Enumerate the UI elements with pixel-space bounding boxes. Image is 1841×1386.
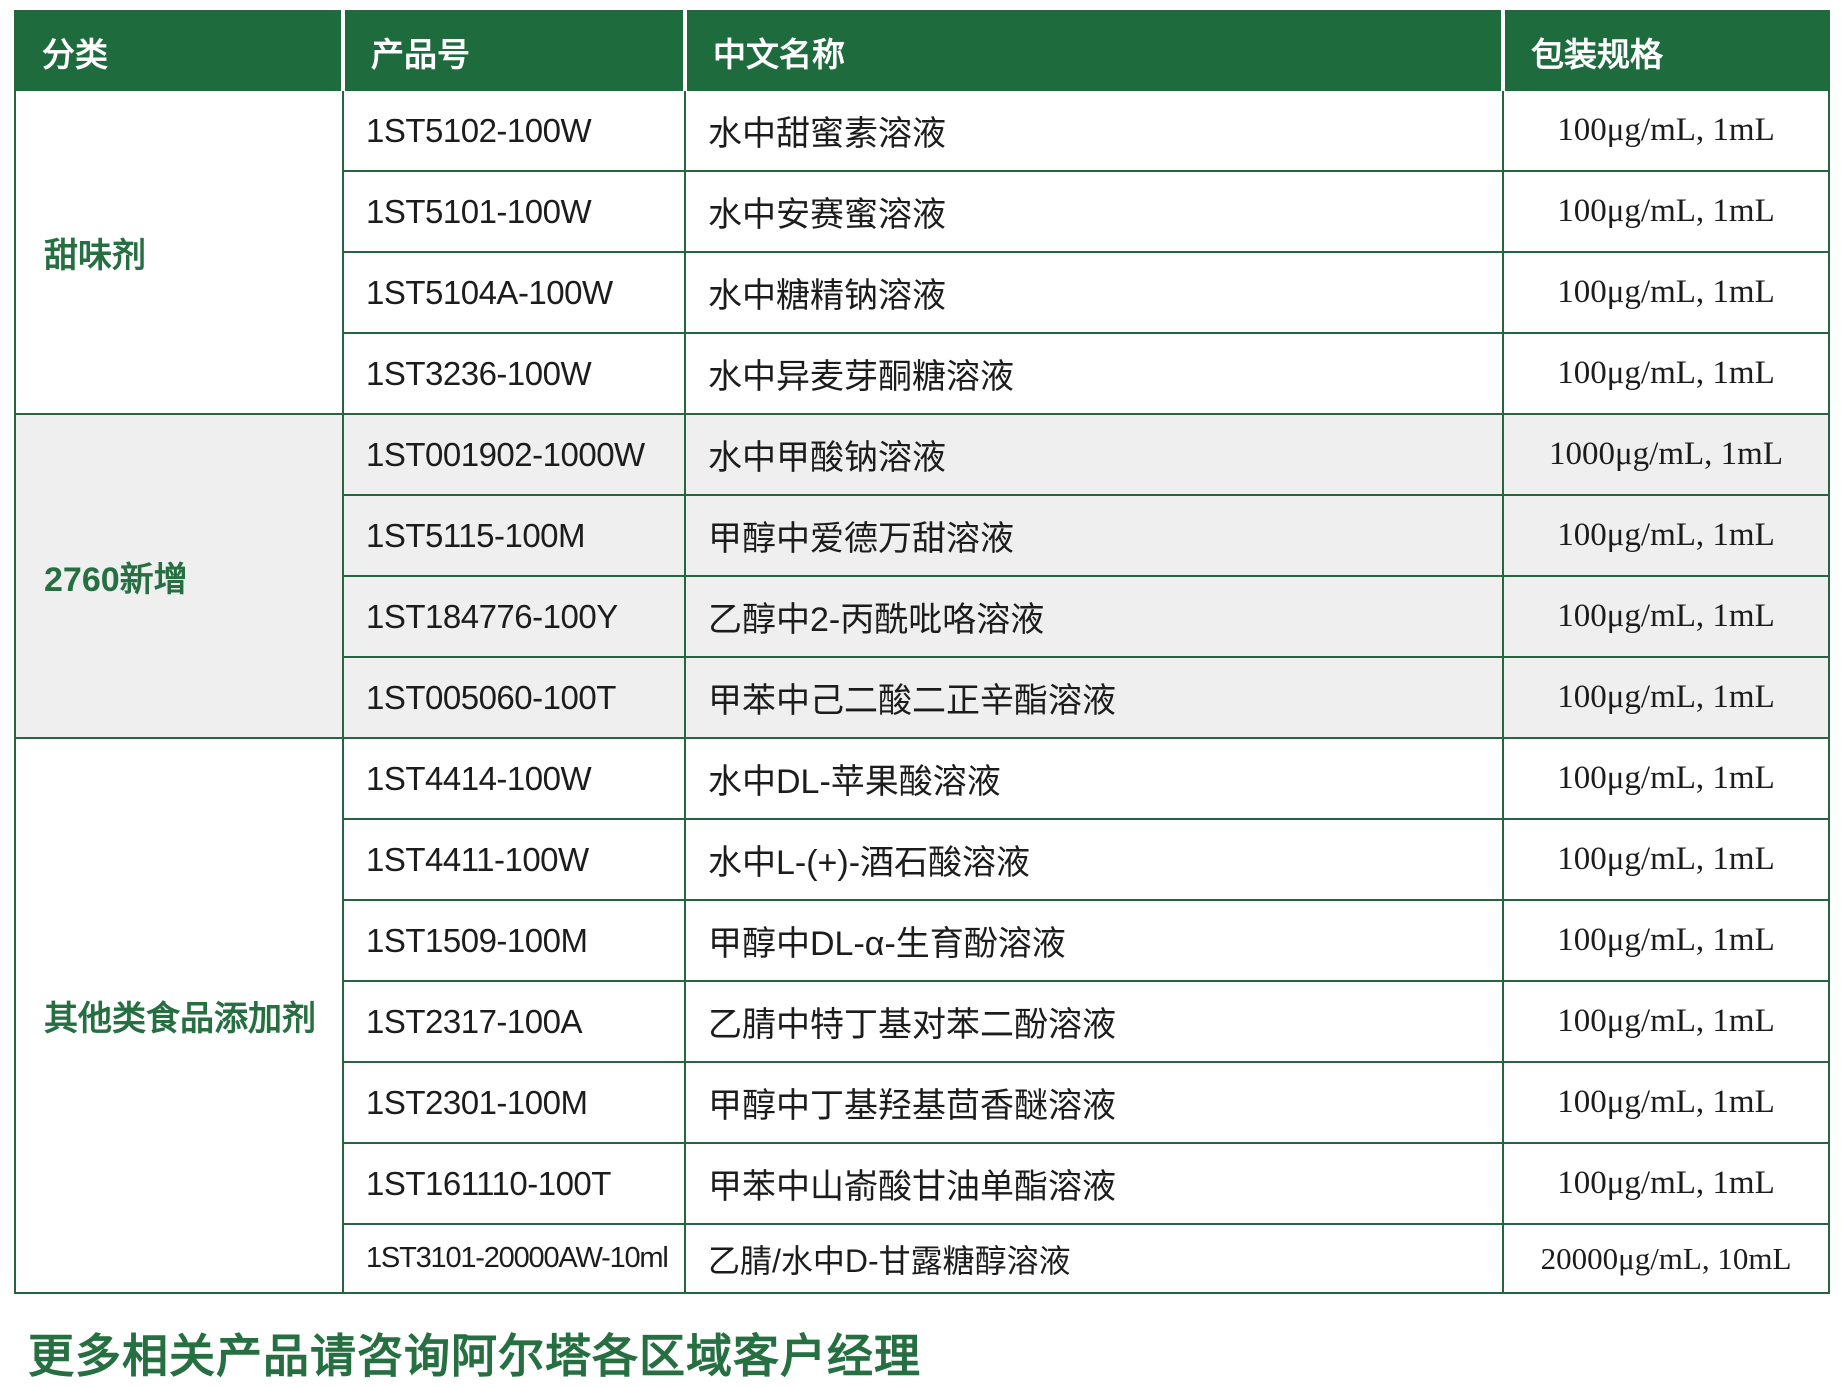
name-cell: 水中DL-苹果酸溶液 — [684, 737, 1504, 820]
column-header-category: 分类 — [15, 11, 343, 91]
code-cell: 1ST4414-100W — [342, 737, 686, 820]
table-row: 1ST5115-100M 甲醇中爱德万甜溶液 100μg/mL, 1mL — [15, 494, 1830, 577]
name-cell: 水中安赛蜜溶液 — [684, 170, 1504, 253]
code-cell: 1ST1509-100M — [342, 899, 686, 982]
code-cell: 1ST5104A-100W — [342, 251, 686, 334]
table-row: 1ST4411-100W 水中L-(+)-酒石酸溶液 100μg/mL, 1mL — [15, 818, 1830, 901]
spec-cell: 100μg/mL, 1mL — [1502, 170, 1830, 253]
name-cell: 甲醇中丁基羟基茴香醚溶液 — [684, 1061, 1504, 1144]
table-body: 甜味剂 1ST5102-100W 水中甜蜜素溶液 100μg/mL, 1mL 1ST51… — [14, 91, 1830, 1294]
category-cell: 其他类食品添加剂 — [14, 737, 344, 1294]
spec-cell: 100μg/mL, 1mL — [1502, 332, 1830, 415]
table-row: 1ST3101-20000AW-10ml 乙腈/水中D-甘露糖醇溶液 20000μg… — [15, 1223, 1830, 1294]
spec-cell: 100μg/mL, 1mL — [1502, 818, 1830, 901]
name-cell: 甲醇中爱德万甜溶液 — [684, 494, 1504, 577]
spec-cell: 100μg/mL, 1mL — [1502, 494, 1830, 577]
spec-cell: 1000μg/mL, 1mL — [1502, 413, 1830, 496]
product-table: 分类 产品号 中文名称 包装规格 甜味剂 1ST5102-100W 水中甜蜜素溶液 1… — [14, 10, 1830, 1294]
table-row: 其他类食品添加剂 1ST4414-100W 水中DL-苹果酸溶液 100μg/mL, … — [14, 737, 1830, 1294]
spec-cell: 20000μg/mL, 10mL — [1502, 1223, 1830, 1294]
footer-note: 更多相关产品请咨询阿尔塔各区域客户经理 — [28, 1330, 921, 1382]
name-cell: 乙腈中特丁基对苯二酚溶液 — [684, 980, 1504, 1063]
code-cell: 1ST161110-100T — [342, 1142, 686, 1225]
code-cell: 1ST2301-100M — [342, 1061, 686, 1144]
spec-cell: 100μg/mL, 1mL — [1502, 91, 1830, 172]
spec-cell: 100μg/mL, 1mL — [1502, 980, 1830, 1063]
name-cell: 乙醇中2-丙酰吡咯溶液 — [684, 575, 1504, 658]
spec-cell: 100μg/mL, 1mL — [1502, 1061, 1830, 1144]
code-cell: 1ST184776-100Y — [342, 575, 686, 658]
table-row: 1ST184776-100Y 乙醇中2-丙酰吡咯溶液 100μg/mL, 1mL — [15, 575, 1830, 658]
name-cell: 水中甜蜜素溶液 — [684, 91, 1504, 172]
table-row: 1ST161110-100T 甲苯中山嵛酸甘油单酯溶液 100μg/mL, 1mL — [15, 1142, 1830, 1225]
header-row: 分类 产品号 中文名称 包装规格 — [15, 11, 1829, 91]
table-header: 分类 产品号 中文名称 包装规格 — [15, 11, 1829, 91]
category-cell: 甜味剂 — [14, 91, 344, 415]
code-cell: 1ST3236-100W — [342, 332, 686, 415]
code-cell: 1ST005060-100T — [342, 656, 686, 739]
name-cell: 甲苯中山嵛酸甘油单酯溶液 — [684, 1142, 1504, 1225]
name-cell: 水中L-(+)-酒石酸溶液 — [684, 818, 1504, 901]
code-cell: 1ST3101-20000AW-10ml — [342, 1223, 686, 1294]
name-cell: 水中甲酸钠溶液 — [684, 413, 1504, 496]
name-cell: 水中糖精钠溶液 — [684, 251, 1504, 334]
code-cell: 1ST4411-100W — [342, 818, 686, 901]
table-row: 2760新增 1ST001902-1000W 水中甲酸钠溶液 1000μg/mL, 1… — [14, 413, 1830, 739]
table-row: 1ST2317-100A 乙腈中特丁基对苯二酚溶液 100μg/mL, 1mL — [15, 980, 1830, 1063]
name-cell: 乙腈/水中D-甘露糖醇溶液 — [684, 1223, 1504, 1294]
spec-cell: 100μg/mL, 1mL — [1502, 737, 1830, 820]
spec-cell: 100μg/mL, 1mL — [1502, 899, 1830, 982]
table-row: 1ST2301-100M 甲醇中丁基羟基茴香醚溶液 100μg/mL, 1mL — [15, 1061, 1830, 1144]
code-cell: 1ST001902-1000W — [342, 413, 686, 496]
spec-cell: 100μg/mL, 1mL — [1502, 251, 1830, 334]
code-cell: 1ST5115-100M — [342, 494, 686, 577]
name-cell: 甲苯中己二酸二正辛酯溶液 — [684, 656, 1504, 739]
code-cell: 1ST2317-100A — [342, 980, 686, 1063]
spec-cell: 100μg/mL, 1mL — [1502, 1142, 1830, 1225]
table-row: 1ST5104A-100W 水中糖精钠溶液 100μg/mL, 1mL — [15, 251, 1830, 334]
table-row: 1ST1509-100M 甲醇中DL-α-生育酚溶液 100μg/mL, 1mL — [15, 899, 1830, 982]
column-header-chinese-name: 中文名称 — [683, 11, 1503, 91]
code-cell: 1ST5102-100W — [342, 91, 686, 172]
spec-cell: 100μg/mL, 1mL — [1502, 575, 1830, 658]
column-header-package-spec: 包装规格 — [1501, 11, 1829, 91]
name-cell: 甲醇中DL-α-生育酚溶液 — [684, 899, 1504, 982]
table-row: 1ST005060-100T 甲苯中己二酸二正辛酯溶液 100μg/mL, 1mL — [15, 656, 1830, 739]
table-row: 甜味剂 1ST5102-100W 水中甜蜜素溶液 100μg/mL, 1mL — [14, 91, 1830, 415]
column-header-product-code: 产品号 — [341, 11, 685, 91]
table-row: 1ST3236-100W 水中异麦芽酮糖溶液 100μg/mL, 1mL — [15, 332, 1830, 415]
table-row: 1ST5101-100W 水中安赛蜜溶液 100μg/mL, 1mL — [15, 170, 1830, 253]
code-cell: 1ST5101-100W — [342, 170, 686, 253]
name-cell: 水中异麦芽酮糖溶液 — [684, 332, 1504, 415]
spec-cell: 100μg/mL, 1mL — [1502, 656, 1830, 739]
category-cell: 2760新增 — [14, 413, 344, 739]
